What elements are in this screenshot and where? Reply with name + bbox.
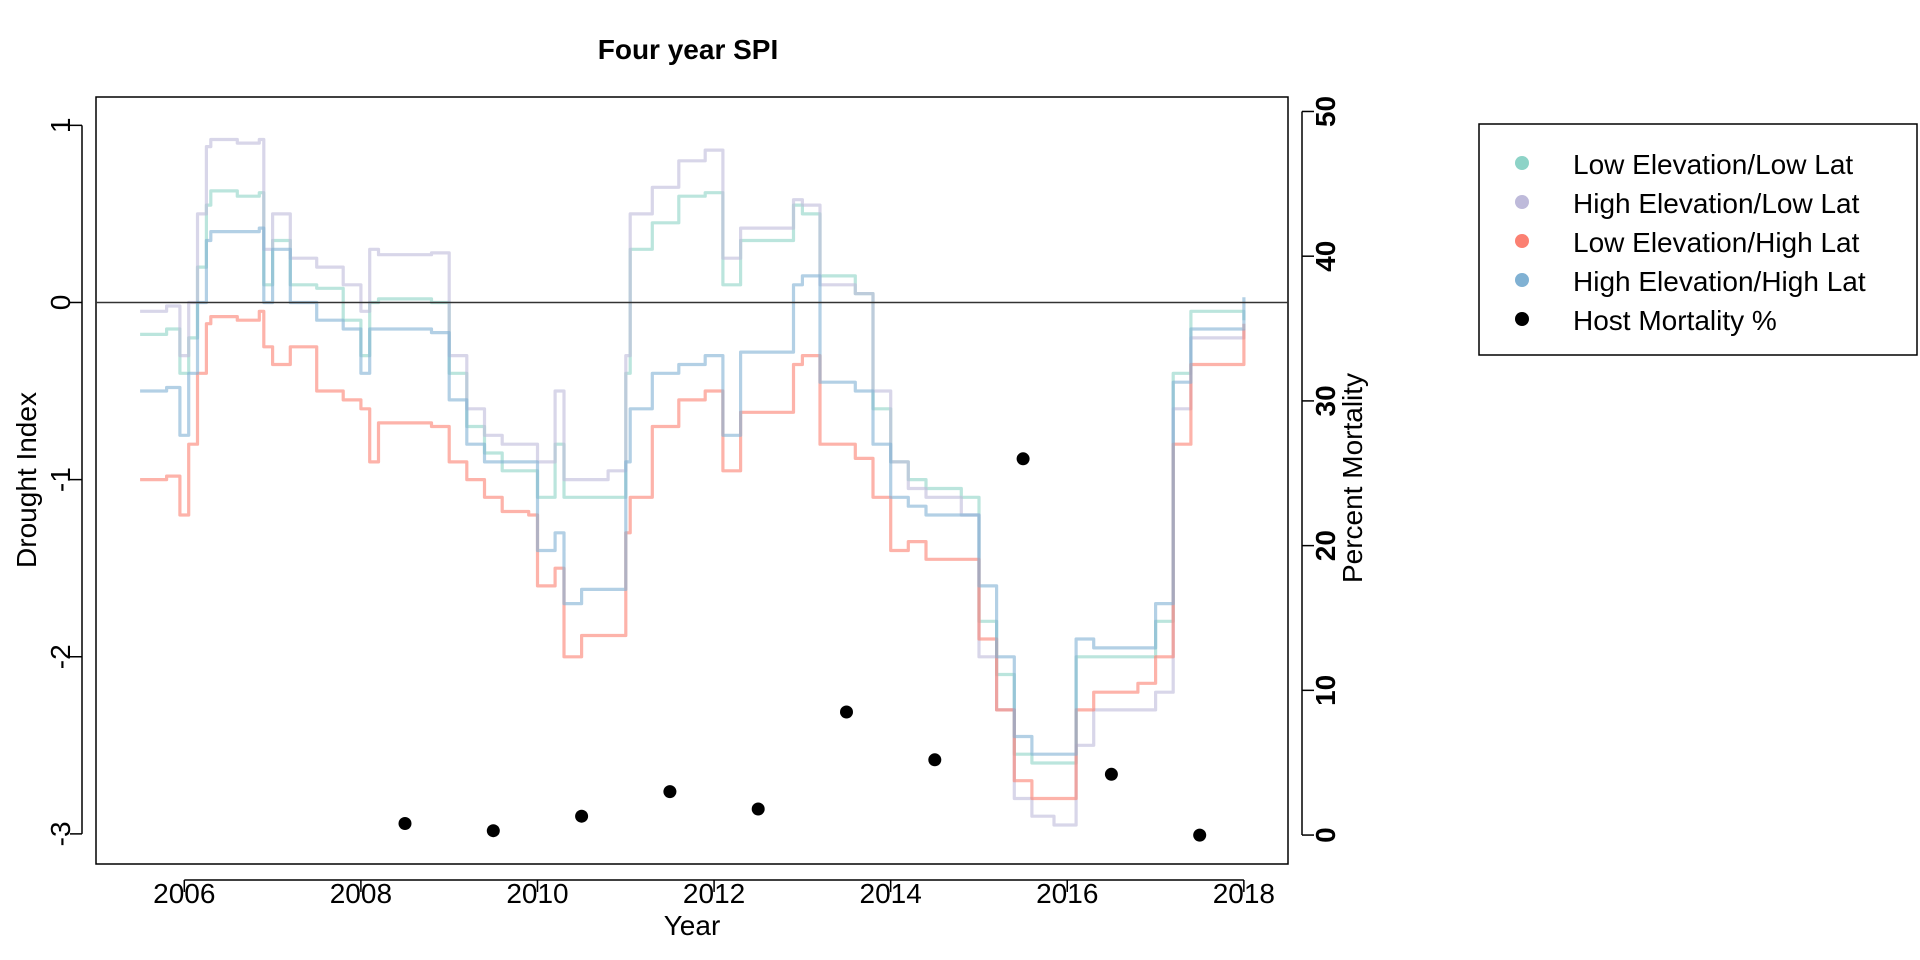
y-tick-label: -1 [45,467,76,492]
legend-label-low-elevation-high-lat: Low Elevation/High Lat [1573,227,1860,258]
y-axis-left-title: Drought Index [11,392,42,568]
y-tick-label: -3 [45,821,76,846]
y-axis-right: 0 10 20 30 40 50 [1301,96,1341,843]
x-tick-label: 2008 [330,878,392,909]
y-tick-label: -2 [45,644,76,669]
legend-marker-low-elevation-high-lat [1515,234,1529,248]
y2-tick-label: 50 [1310,96,1341,127]
x-tick-label: 2014 [860,878,922,909]
x-tick-label: 2006 [153,878,215,909]
y2-tick-label: 10 [1310,675,1341,706]
y-tick-label: 0 [45,295,76,311]
mortality-points-group [398,452,1207,842]
legend-marker-low-elevation-low-lat [1515,156,1529,170]
x-axis: 2006 2008 2010 2012 2014 2016 2018 [153,878,1275,909]
mortality-point [1104,767,1118,781]
mortality-point [1016,452,1030,466]
y-axis-right-title: Percent Mortality [1337,373,1368,583]
mortality-point [486,824,500,838]
legend-marker-high-elevation-low-lat [1515,195,1529,209]
series-line-low-elevation-high-lat [140,309,1246,801]
x-tick-label: 2012 [683,878,745,909]
chart-title: Four year SPI [598,34,779,65]
x-tick-label: 2018 [1213,878,1275,909]
mortality-point [928,753,942,767]
mortality-point [840,705,853,719]
legend-marker-host-mortality [1515,312,1529,326]
y2-tick-label: 40 [1310,241,1341,272]
y-tick-label: 1 [45,118,76,134]
mortality-point [1193,828,1207,842]
legend: Low Elevation/Low Lat High Elevation/Low … [1478,123,1918,356]
legend-label-high-elevation-low-lat: High Elevation/Low Lat [1573,188,1860,219]
legend-label-high-elevation-high-lat: High Elevation/High Lat [1573,266,1866,297]
legend-label-host-mortality: Host Mortality % [1573,305,1777,336]
mortality-point [398,817,412,830]
y2-tick-label: 0 [1310,827,1341,843]
series-line-high-elevation-low-lat [140,137,1246,827]
mortality-point [575,809,589,823]
mortality-point [751,802,765,816]
series-group [140,137,1246,827]
y2-tick-label: 20 [1310,530,1341,561]
y-axis-left: 1 0 -1 -2 -3 [45,118,83,846]
y2-tick-label: 30 [1310,385,1341,416]
x-axis-title: Year [664,910,721,941]
legend-box [1478,123,1918,356]
series-line-low-elevation-low-lat [140,189,1246,765]
legend-marker-high-elevation-high-lat [1515,273,1529,287]
series-line-high-elevation-high-lat [140,226,1246,756]
x-tick-label: 2016 [1036,878,1098,909]
x-tick-label: 2010 [506,878,568,909]
mortality-point [663,785,677,799]
legend-label-low-elevation-low-lat: Low Elevation/Low Lat [1573,149,1853,180]
plot-frame [95,96,1289,865]
